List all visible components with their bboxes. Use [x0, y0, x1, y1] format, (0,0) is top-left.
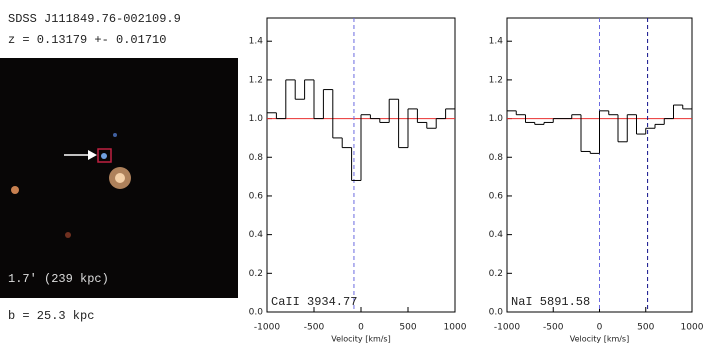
line-label: NaI 5891.58 [511, 295, 590, 309]
y-tick-label: 0.4 [249, 230, 264, 240]
y-tick-label: 0.4 [489, 230, 504, 240]
line-label: CaII 3934.77 [271, 295, 357, 309]
x-tick-label: -1000 [494, 323, 520, 333]
y-tick-label: 1.2 [489, 75, 503, 85]
x-tick-label: -1000 [254, 323, 280, 333]
y-tick-label: 1.2 [249, 75, 263, 85]
scale-label: 1.7' (239 kpc) [8, 272, 109, 286]
x-tick-label: 1000 [681, 323, 704, 333]
y-tick-label: 1.4 [249, 37, 264, 47]
x-tick-label: 500 [637, 323, 654, 333]
x-tick-label: 0 [597, 323, 603, 333]
y-tick-label: 0.0 [489, 308, 504, 318]
x-tick-label: -500 [304, 323, 325, 333]
y-tick-label: 1.0 [249, 114, 264, 124]
sky-image [0, 58, 238, 298]
x-tick-label: -500 [543, 323, 564, 333]
redshift: z = 0.13179 +- 0.01710 [8, 33, 166, 47]
x-tick-label: 0 [358, 323, 364, 333]
y-tick-label: 0.6 [249, 191, 264, 201]
y-tick-label: 1.4 [489, 37, 504, 47]
y-tick-label: 0.6 [489, 191, 504, 201]
y-tick-label: 1.0 [489, 114, 504, 124]
x-tick-label: 500 [399, 323, 416, 333]
x-axis-label: Velocity [km/s] [331, 335, 390, 344]
x-axis-label: Velocity [km/s] [570, 335, 629, 344]
y-tick-label: 0.8 [249, 153, 264, 163]
y-tick-label: 0.2 [249, 269, 263, 279]
y-tick-label: 0.2 [489, 269, 503, 279]
object-name: SDSS J111849.76-002109.9 [8, 12, 181, 26]
y-tick-label: 0.8 [489, 153, 504, 163]
x-tick-label: 1000 [444, 323, 467, 333]
impact-parameter: b = 25.3 kpc [8, 309, 94, 323]
y-tick-label: 0.0 [249, 308, 264, 318]
